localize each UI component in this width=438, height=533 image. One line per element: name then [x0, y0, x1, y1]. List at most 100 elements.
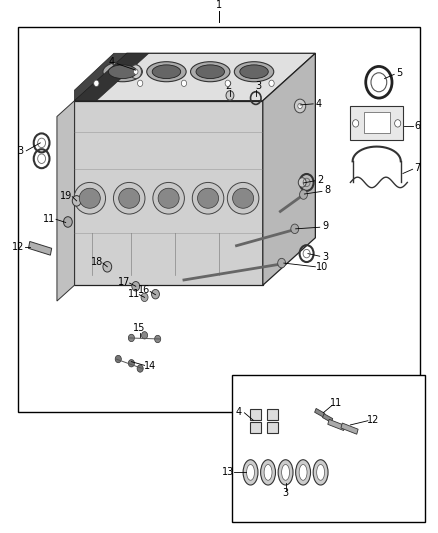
Polygon shape	[341, 423, 358, 434]
Polygon shape	[74, 53, 149, 101]
Circle shape	[298, 177, 306, 187]
Ellipse shape	[152, 65, 180, 78]
Circle shape	[298, 103, 302, 109]
Text: 11: 11	[330, 398, 343, 408]
Ellipse shape	[233, 188, 254, 208]
Circle shape	[300, 190, 307, 199]
Ellipse shape	[243, 460, 258, 485]
Ellipse shape	[79, 188, 100, 208]
Polygon shape	[74, 53, 127, 101]
Circle shape	[132, 281, 140, 291]
Circle shape	[134, 69, 138, 75]
Text: 13: 13	[222, 467, 234, 478]
Text: 12: 12	[12, 242, 25, 252]
Circle shape	[141, 293, 148, 302]
Text: 19: 19	[60, 191, 73, 200]
Ellipse shape	[278, 460, 293, 485]
Circle shape	[269, 80, 274, 86]
Circle shape	[225, 80, 230, 86]
Circle shape	[141, 332, 148, 339]
Circle shape	[72, 196, 81, 206]
Ellipse shape	[103, 62, 142, 82]
Text: 7: 7	[414, 163, 420, 173]
Ellipse shape	[113, 182, 145, 214]
Text: 3: 3	[255, 81, 261, 91]
Polygon shape	[314, 408, 325, 417]
Circle shape	[115, 356, 121, 363]
Text: 10: 10	[316, 262, 328, 272]
Ellipse shape	[153, 182, 184, 214]
Circle shape	[128, 334, 134, 342]
Bar	[232, 375, 425, 522]
Circle shape	[278, 259, 286, 268]
Text: 11: 11	[127, 289, 140, 298]
Circle shape	[395, 120, 401, 127]
Polygon shape	[263, 53, 315, 285]
Circle shape	[94, 80, 99, 86]
Ellipse shape	[227, 182, 259, 214]
Ellipse shape	[74, 182, 106, 214]
Bar	[250, 409, 261, 419]
Ellipse shape	[247, 464, 254, 480]
Ellipse shape	[119, 188, 140, 208]
Polygon shape	[57, 101, 74, 301]
Polygon shape	[322, 414, 333, 423]
Bar	[18, 27, 420, 412]
Polygon shape	[74, 101, 263, 285]
Ellipse shape	[282, 464, 290, 480]
Ellipse shape	[192, 182, 224, 214]
Circle shape	[353, 120, 359, 127]
Ellipse shape	[261, 460, 276, 485]
Circle shape	[181, 80, 187, 86]
Circle shape	[226, 91, 234, 100]
Bar	[267, 422, 278, 433]
Text: 12: 12	[367, 415, 379, 425]
Text: 4: 4	[109, 57, 115, 67]
Text: 2: 2	[317, 175, 323, 185]
Circle shape	[128, 360, 134, 367]
Ellipse shape	[296, 460, 311, 485]
Text: 16: 16	[138, 286, 151, 295]
Text: 3: 3	[322, 252, 328, 262]
Text: 2: 2	[226, 81, 232, 91]
Circle shape	[64, 217, 72, 227]
Bar	[250, 422, 261, 433]
Circle shape	[138, 80, 143, 86]
Circle shape	[291, 224, 299, 233]
Circle shape	[155, 335, 161, 343]
Polygon shape	[74, 53, 315, 101]
Polygon shape	[28, 241, 52, 255]
Ellipse shape	[191, 62, 230, 82]
Ellipse shape	[240, 65, 268, 78]
Ellipse shape	[158, 188, 179, 208]
Ellipse shape	[147, 62, 186, 82]
Circle shape	[152, 289, 159, 299]
Ellipse shape	[109, 65, 137, 78]
Text: 18: 18	[91, 257, 103, 267]
Ellipse shape	[317, 464, 325, 480]
Text: 3: 3	[18, 147, 24, 156]
Circle shape	[137, 365, 143, 372]
Text: 4: 4	[236, 407, 242, 417]
Text: 17: 17	[118, 277, 130, 287]
Ellipse shape	[234, 62, 274, 82]
Text: 4: 4	[316, 99, 322, 109]
Ellipse shape	[299, 464, 307, 480]
Bar	[364, 112, 390, 133]
Circle shape	[103, 262, 112, 272]
Text: 8: 8	[325, 185, 331, 195]
Bar	[267, 409, 278, 419]
Circle shape	[130, 65, 141, 78]
Ellipse shape	[198, 188, 219, 208]
Polygon shape	[328, 419, 345, 431]
Circle shape	[294, 99, 306, 113]
Text: 15: 15	[133, 324, 145, 334]
Text: 3: 3	[283, 488, 289, 498]
Ellipse shape	[196, 65, 225, 78]
Text: 9: 9	[322, 221, 328, 231]
Text: 1: 1	[216, 0, 222, 10]
Text: 11: 11	[43, 214, 55, 224]
Bar	[350, 106, 403, 140]
Text: 14: 14	[144, 361, 156, 372]
Ellipse shape	[264, 464, 272, 480]
